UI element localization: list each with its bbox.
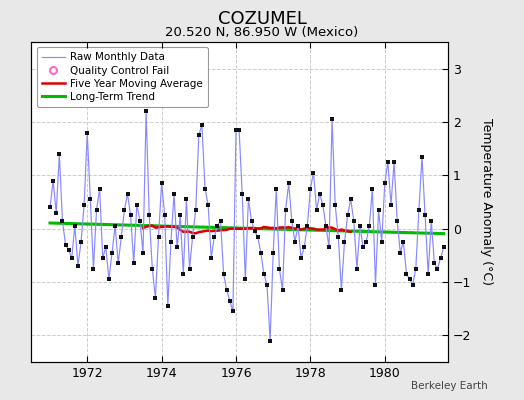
Y-axis label: Temperature Anomaly (°C): Temperature Anomaly (°C) (479, 118, 493, 286)
Five Year Moving Average (140, 226, 146, 230)
Line: Raw Monthly Data: Raw Monthly Data (50, 111, 444, 341)
Raw Monthly Data (391, 160, 397, 164)
Five Year Moving Average (329, 225, 335, 230)
Five Year Moving Average (332, 227, 339, 232)
Raw Monthly Data (143, 109, 149, 114)
Five Year Moving Average (149, 223, 156, 228)
Five Year Moving Average (335, 228, 342, 233)
Raw Monthly Data (47, 205, 53, 210)
Text: 20.520 N, 86.950 W (Mexico): 20.520 N, 86.950 W (Mexico) (166, 26, 358, 39)
Raw Monthly Data (428, 218, 434, 223)
Five Year Moving Average (295, 227, 301, 232)
Raw Monthly Data (211, 234, 217, 239)
Text: Berkeley Earth: Berkeley Earth (411, 381, 487, 391)
Raw Monthly Data (267, 338, 273, 343)
Five Year Moving Average (310, 226, 316, 231)
Raw Monthly Data (255, 234, 261, 239)
Raw Monthly Data (146, 213, 152, 218)
Five Year Moving Average (193, 231, 199, 236)
Raw Monthly Data (195, 133, 202, 138)
Five Year Moving Average (286, 225, 292, 230)
Legend: Raw Monthly Data, Quality Control Fail, Five Year Moving Average, Long-Term Tren: Raw Monthly Data, Quality Control Fail, … (37, 47, 208, 107)
Text: COZUMEL: COZUMEL (217, 10, 307, 28)
Five Year Moving Average (347, 230, 354, 234)
Raw Monthly Data (441, 245, 447, 250)
Line: Five Year Moving Average: Five Year Moving Average (143, 226, 351, 233)
